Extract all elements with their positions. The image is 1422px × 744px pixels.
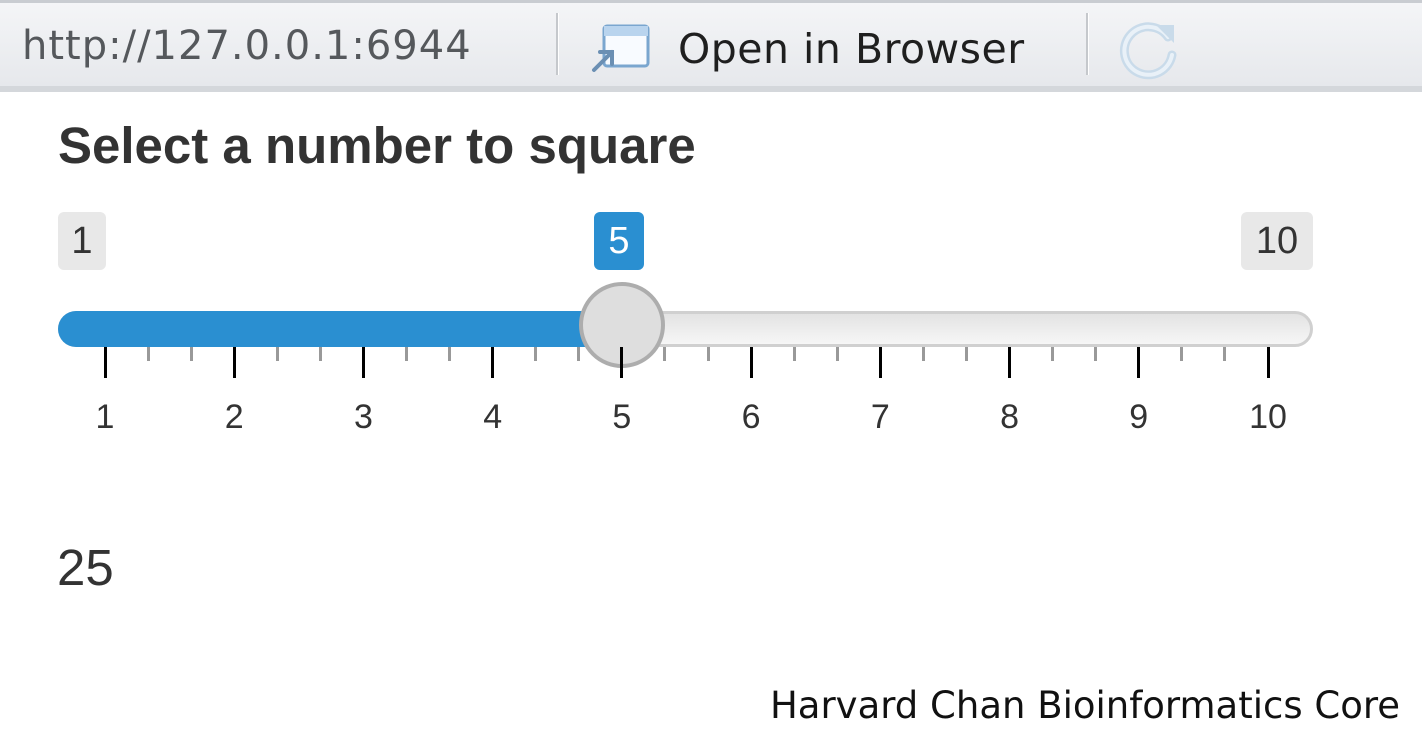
squared-result: 25: [57, 539, 114, 596]
refresh-icon[interactable]: [1116, 17, 1182, 83]
slider-max-label: 10: [1241, 212, 1313, 270]
tick-major: [103, 347, 107, 378]
tick-minor: [318, 347, 322, 361]
tick-major: [1008, 347, 1012, 378]
tick-minor: [706, 347, 710, 361]
tick-minor: [405, 347, 409, 361]
tick-minor: [448, 347, 452, 361]
tick-major: [232, 347, 236, 378]
open-window-icon: [590, 22, 652, 76]
credit-text: Harvard Chan Bioinformatics Core: [769, 684, 1400, 727]
tick-label: 5: [612, 398, 632, 436]
tick-minor: [792, 347, 796, 361]
slider-fill: [58, 311, 622, 347]
toolbar-divider: [1086, 13, 1089, 75]
tick-minor: [189, 347, 193, 361]
tick-minor: [835, 347, 839, 361]
tick-minor: [534, 347, 538, 361]
tick-label: 10: [1249, 398, 1287, 436]
tick-minor: [1094, 347, 1098, 361]
slider-min-label: 1: [58, 212, 106, 270]
tick-minor: [964, 347, 968, 361]
tick-label: 7: [870, 398, 890, 436]
tick-major: [491, 347, 495, 378]
tick-label: 9: [1129, 398, 1149, 436]
tick-label: 4: [483, 398, 503, 436]
url-display[interactable]: http://127.0.0.1:6944: [22, 23, 472, 69]
tick-major: [1137, 347, 1141, 378]
tick-major: [878, 347, 882, 378]
tick-minor: [275, 347, 279, 361]
tick-minor: [1223, 347, 1227, 361]
tick-major: [361, 347, 365, 378]
tick-label: 6: [741, 398, 761, 436]
open-in-browser-button[interactable]: Open in Browser: [590, 17, 1025, 81]
tick-minor: [146, 347, 150, 361]
open-in-browser-label: Open in Browser: [678, 25, 1025, 73]
tick-minor: [921, 347, 925, 361]
tick-minor: [1180, 347, 1184, 361]
tick-minor: [663, 347, 667, 361]
slider-value-label: 5: [594, 212, 644, 270]
tick-major: [1266, 347, 1270, 378]
tick-minor: [1051, 347, 1055, 361]
viewer-toolbar: http://127.0.0.1:6944 Open in Browser: [0, 0, 1422, 92]
tick-label: 3: [353, 398, 373, 436]
toolbar-divider: [556, 13, 559, 75]
tick-label: 2: [224, 398, 244, 436]
tick-label: 8: [1000, 398, 1020, 436]
tick-label: 1: [95, 398, 115, 436]
tick-major: [620, 347, 624, 378]
tick-major: [749, 347, 753, 378]
page-title: Select a number to square: [58, 117, 696, 174]
tick-minor: [577, 347, 581, 361]
